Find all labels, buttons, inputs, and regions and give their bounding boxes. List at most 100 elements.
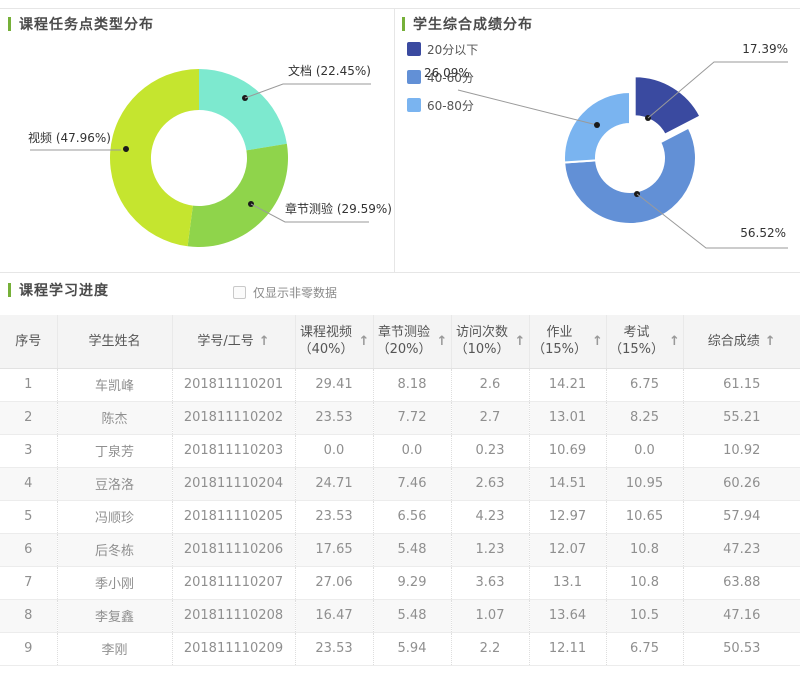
- section-accent-bar: [402, 17, 405, 31]
- column-label: 序号: [15, 333, 42, 349]
- pie-label-quiz: 章节测验 (29.59%): [285, 202, 392, 216]
- cell-exam: 10.5: [606, 599, 684, 633]
- progress-section-title: 课程学习进度: [8, 282, 109, 299]
- column-header-exam[interactable]: 考试 （15%） ↑: [606, 315, 684, 369]
- cell-video: 24.71: [295, 467, 374, 501]
- sort-ascending-icon[interactable]: ↑: [358, 333, 370, 349]
- legend-swatch: [407, 42, 421, 56]
- cell-exam: 10.65: [606, 500, 684, 534]
- table-row: 3 丁泉芳 201811110203 0.0 0.0 0.23 10.69 0.0 10.92: [0, 434, 800, 468]
- cell-homework: 10.69: [529, 434, 607, 468]
- cell-visits: 4.23: [451, 500, 530, 534]
- sort-ascending-icon[interactable]: ↑: [258, 333, 270, 349]
- column-header-id[interactable]: 学号/工号 ↑: [172, 315, 296, 369]
- cell-quiz: 9.29: [373, 566, 452, 600]
- cell-homework: 14.21: [529, 368, 607, 402]
- legend-item-40-60分[interactable]: 40-60分: [407, 70, 478, 85]
- sort-ascending-icon[interactable]: ↑: [592, 333, 603, 349]
- cell-exam: 6.75: [606, 632, 684, 666]
- nonzero-filter-checkbox[interactable]: [233, 286, 246, 299]
- cell-name: 李复鑫: [57, 599, 173, 633]
- column-header-total[interactable]: 综合成绩 ↑: [683, 315, 800, 369]
- cell-quiz: 7.72: [373, 401, 452, 435]
- cell-no: 6: [0, 533, 58, 567]
- pie-slice-40-60分[interactable]: [563, 126, 697, 225]
- cell-exam: 0.0: [606, 434, 684, 468]
- table-row: 1 车凯峰 201811110201 29.41 8.18 2.6 14.21 6.75 61.…: [0, 368, 800, 402]
- pie-slice-视频[interactable]: [109, 69, 199, 247]
- cell-total: 47.23: [683, 533, 800, 567]
- cell-quiz: 0.0: [373, 434, 452, 468]
- column-label: 综合成绩: [707, 333, 760, 349]
- cell-exam: 10.8: [606, 566, 684, 600]
- legend-label: 20分以下: [427, 42, 479, 57]
- column-header-homework[interactable]: 作业 （15%） ↑: [529, 315, 607, 369]
- cell-total: 10.92: [683, 434, 800, 468]
- cell-quiz: 5.48: [373, 533, 452, 567]
- legend-label: 40-60分: [427, 70, 474, 85]
- cell-homework: 13.01: [529, 401, 607, 435]
- cell-exam: 10.8: [606, 533, 684, 567]
- cell-quiz: 5.94: [373, 632, 452, 666]
- column-label: 考试 （15%）: [609, 325, 664, 358]
- table-row: 4 豆洛洛 201811110204 24.71 7.46 2.63 14.51 10.95 6…: [0, 467, 800, 501]
- pie-slice-章节测验[interactable]: [187, 143, 289, 248]
- cell-name: 季小刚: [57, 566, 173, 600]
- table-row: 5 冯顺珍 201811110205 23.53 6.56 4.23 12.97 10.65 5…: [0, 500, 800, 534]
- cell-quiz: 8.18: [373, 368, 452, 402]
- column-label: 访问次数 （10%）: [454, 325, 510, 358]
- pie-label-below20: 17.39%: [742, 42, 788, 56]
- legend-swatch: [407, 98, 421, 112]
- cell-exam: 10.95: [606, 467, 684, 501]
- pie-slice-文档[interactable]: [199, 69, 287, 151]
- cell-quiz: 5.48: [373, 599, 452, 633]
- table-row: 8 李复鑫 201811110208 16.47 5.48 1.07 13.64 10.5 47…: [0, 599, 800, 633]
- cell-visits: 1.23: [451, 533, 530, 567]
- section-accent-bar: [8, 283, 11, 297]
- sort-ascending-icon[interactable]: ↑: [436, 333, 448, 349]
- legend-item-60-80分[interactable]: 60-80分: [407, 98, 478, 113]
- cell-name: 后冬栋: [57, 533, 173, 567]
- cell-visits: 2.63: [451, 467, 530, 501]
- cell-id: 201811110207: [172, 566, 296, 600]
- cell-homework: 14.51: [529, 467, 607, 501]
- cell-homework: 12.97: [529, 500, 607, 534]
- cell-no: 5: [0, 500, 58, 534]
- pie-label-doc: 文档 (22.45%): [288, 64, 371, 78]
- pie-slice-20分以下[interactable]: [633, 75, 702, 137]
- cell-no: 2: [0, 401, 58, 435]
- legend-item-20分以下[interactable]: 20分以下: [407, 42, 479, 57]
- cell-id: 201811110201: [172, 368, 296, 402]
- task-type-leader-lines: [30, 83, 371, 223]
- cell-homework: 12.11: [529, 632, 607, 666]
- cell-no: 3: [0, 434, 58, 468]
- cell-total: 60.26: [683, 467, 800, 501]
- cell-total: 63.88: [683, 566, 800, 600]
- cell-id: 201811110204: [172, 467, 296, 501]
- sort-ascending-icon[interactable]: ↑: [669, 333, 680, 349]
- column-label: 作业 （15%）: [532, 325, 587, 358]
- cell-homework: 13.1: [529, 566, 607, 600]
- column-header-visits[interactable]: 访问次数 （10%） ↑: [451, 315, 530, 369]
- column-header-video[interactable]: 课程视频 （40%） ↑: [295, 315, 374, 369]
- column-header-quiz[interactable]: 章节测验 （20%） ↑: [373, 315, 452, 369]
- nonzero-filter: 仅显示非零数据: [233, 284, 337, 301]
- cell-id: 201811110209: [172, 632, 296, 666]
- cell-id: 201811110202: [172, 401, 296, 435]
- cell-video: 29.41: [295, 368, 374, 402]
- cell-id: 201811110206: [172, 533, 296, 567]
- task-type-donut-chart: [30, 69, 371, 248]
- sort-ascending-icon[interactable]: ↑: [764, 333, 776, 349]
- cell-total: 55.21: [683, 401, 800, 435]
- pie-label-video: 视频 (47.96%): [28, 131, 111, 145]
- pie-label-60-80: 26.09%: [424, 66, 470, 80]
- cell-total: 57.94: [683, 500, 800, 534]
- score-dist-title-text: 学生综合成绩分布: [413, 17, 533, 33]
- cell-visits: 2.7: [451, 401, 530, 435]
- charts-bottom-divider: [0, 272, 800, 273]
- column-label: 课程视频 （40%）: [298, 325, 354, 358]
- cell-visits: 3.63: [451, 566, 530, 600]
- sort-ascending-icon[interactable]: ↑: [514, 333, 526, 349]
- score-dist-legend: 20分以下 40-60分 60-80分: [407, 42, 478, 126]
- score-dist-donut-chart: [457, 61, 788, 249]
